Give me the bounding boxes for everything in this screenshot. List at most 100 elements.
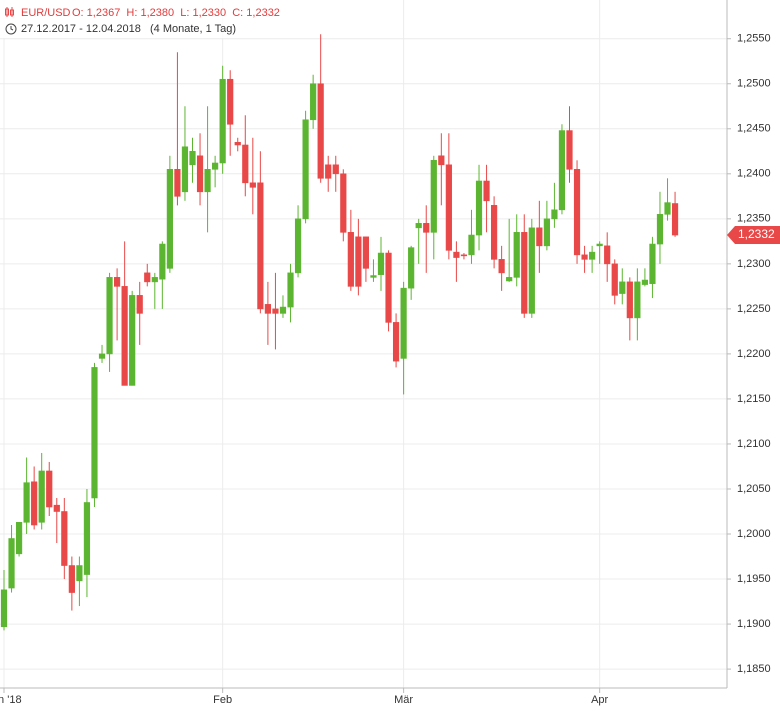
candle-icon [5, 7, 14, 17]
candle-body [430, 159, 437, 233]
candle-body [61, 511, 68, 566]
candle-body [114, 277, 121, 287]
candle-body [671, 203, 679, 236]
candle-body [83, 502, 91, 575]
candle-body [317, 83, 324, 179]
y-tick-label: 1,2450 [737, 123, 771, 135]
candle-body [408, 247, 415, 289]
candle-body [460, 254, 468, 257]
candle-body [445, 164, 452, 251]
candle-body [558, 130, 566, 211]
candle-body [400, 287, 407, 359]
y-tick-label: 1,2150 [737, 393, 771, 405]
y-tick-label: 1,2000 [737, 528, 771, 540]
candle-body [475, 180, 483, 236]
candle-body [121, 286, 128, 386]
date-range: 27.12.2017 - 12.04.2018 [21, 23, 141, 35]
candle-body [136, 295, 143, 314]
candle-body [264, 304, 272, 314]
candle-body [506, 277, 513, 282]
candle-body [272, 308, 279, 314]
y-tick-label: 1,2300 [737, 258, 771, 270]
candle-body [521, 232, 528, 314]
y-tick-label: 1,1950 [737, 573, 771, 585]
candle-body [46, 470, 53, 508]
candle-body [68, 565, 75, 593]
candle-body [219, 78, 226, 164]
x-tick-label: Apr [591, 694, 608, 706]
x-tick-label: Mär [394, 694, 413, 706]
candle-body [347, 232, 354, 287]
range-note: (4 Monate, 1 Tag) [150, 23, 236, 35]
candle-body [355, 236, 362, 287]
y-tick-label: 1,1900 [737, 618, 771, 630]
candle-body [31, 481, 38, 526]
y-tick-label: 1,2050 [737, 483, 771, 495]
symbol: EUR/USD [21, 7, 71, 19]
candle-body [453, 251, 460, 258]
header-bg [0, 0, 300, 38]
candle-body [423, 223, 430, 233]
candle-body [543, 218, 550, 247]
candle-body [23, 482, 30, 523]
candle-body [490, 205, 498, 260]
candle-body [8, 538, 15, 589]
candle-body [340, 173, 347, 233]
candle-body [513, 232, 520, 278]
candle-body [302, 119, 309, 220]
candle-body [536, 227, 543, 247]
candle-body [573, 168, 581, 256]
y-tick-label: 1,2500 [737, 78, 771, 90]
clock-icon [5, 23, 17, 35]
y-tick-label: 1,2200 [737, 348, 771, 360]
candle-body [370, 275, 377, 278]
candle-body [332, 164, 339, 175]
candle-body [151, 277, 158, 283]
candle-body [619, 281, 626, 294]
candle-body [483, 180, 490, 202]
candle-body [91, 367, 98, 499]
candle-body [438, 155, 445, 166]
candle-body [181, 146, 189, 193]
candle-body [0, 589, 8, 628]
y-tick-label: 1,2400 [737, 168, 771, 180]
last-price-tag [727, 226, 780, 245]
candle-body [551, 209, 558, 220]
y-tick-label: 1,2550 [737, 33, 771, 45]
y-tick-label: 1,2100 [737, 438, 771, 450]
ohlc-text: O: 1,2367 H: 1,2380 L: 1,2330 C: 1,2332 [72, 7, 280, 19]
candle-body [641, 279, 648, 285]
candle-body [294, 218, 302, 274]
candle-body [566, 130, 573, 170]
candle-body [325, 164, 332, 179]
candle-body [15, 522, 23, 555]
candle-body [468, 234, 475, 256]
candle-body [242, 144, 249, 184]
candle-body [626, 281, 633, 319]
candle-body [310, 83, 317, 121]
candle-body [392, 322, 400, 362]
candle-body [656, 214, 664, 245]
candle-body [528, 227, 535, 314]
y-tick-label: 1,2250 [737, 303, 771, 315]
candle-body [212, 162, 219, 170]
candle-body [189, 150, 196, 166]
candle-body [385, 252, 392, 323]
candle-body [249, 182, 256, 188]
candle-body [53, 504, 60, 512]
candle-body [106, 277, 113, 355]
candle-body [498, 259, 505, 274]
candle-body [234, 141, 241, 146]
candle-body [227, 78, 234, 125]
candle-body [604, 245, 611, 265]
candle-body [98, 353, 106, 359]
candle-body [362, 236, 370, 269]
candle-body [664, 202, 671, 215]
candle-body [279, 306, 287, 314]
candle-body [287, 272, 294, 308]
candle-body [196, 155, 204, 193]
candle-body [129, 295, 136, 386]
candle-body [589, 251, 596, 260]
candle-body [166, 168, 173, 269]
